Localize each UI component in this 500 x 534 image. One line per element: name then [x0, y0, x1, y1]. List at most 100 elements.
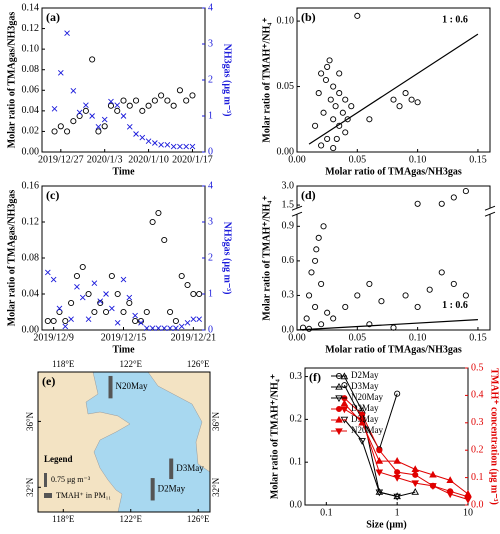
marker — [190, 290, 197, 298]
marker — [189, 92, 196, 99]
legend-label: N20May — [351, 425, 383, 435]
fit-line — [296, 319, 478, 331]
marker — [172, 317, 179, 325]
marker — [394, 469, 401, 476]
x-axis-label: Time — [112, 166, 135, 177]
x-tick-label: 0.00 — [288, 332, 306, 343]
marker — [73, 272, 80, 280]
marker — [429, 483, 437, 490]
marker — [411, 488, 420, 495]
marker — [176, 87, 183, 94]
x-tick-label: 1 — [395, 507, 400, 518]
marker — [62, 323, 69, 330]
marker — [91, 280, 98, 287]
marker — [107, 102, 115, 109]
marker — [366, 321, 373, 328]
marker — [64, 128, 71, 135]
marker — [339, 109, 346, 116]
x-tick-label: 0.1 — [320, 507, 333, 518]
station-bar — [169, 458, 174, 480]
y-axis-label: Molar ratio of TMAH⁺/NH₄⁺ — [261, 17, 272, 142]
marker — [85, 316, 92, 323]
marker — [132, 97, 140, 104]
marker — [464, 496, 472, 504]
marker — [101, 123, 108, 130]
marker — [137, 317, 145, 325]
marker — [57, 69, 64, 76]
marker — [412, 471, 419, 478]
x-axis-label: Size (μm) — [366, 519, 406, 530]
marker — [74, 283, 80, 290]
marker — [342, 303, 349, 311]
annotation: 1 : 0.6 — [442, 300, 468, 311]
y-tick-label: 0.0 — [282, 324, 295, 335]
marker — [312, 122, 319, 129]
station-bar — [150, 478, 155, 501]
marker — [358, 417, 366, 425]
marker — [411, 480, 420, 488]
y-tick-label: 0.2 — [290, 414, 303, 425]
x-tick-label: 2020/1/17 — [172, 154, 213, 165]
marker — [108, 272, 115, 280]
lat-label: 36°N — [211, 411, 221, 431]
y-tick-label: 0.10 — [22, 43, 40, 54]
marker — [429, 470, 437, 478]
marker — [152, 140, 158, 146]
y-axis-label: Molar ratio of TMAgas/NH3gas — [6, 12, 17, 149]
marker — [320, 223, 327, 230]
marker — [62, 317, 69, 325]
marker — [438, 200, 445, 207]
y-tick-label: 1.5 — [282, 199, 295, 210]
marker — [91, 308, 98, 316]
lat-label: 32°N — [25, 477, 35, 497]
legend-title: Legend — [44, 454, 73, 464]
x-axis-label: Time — [112, 344, 135, 355]
marker — [114, 107, 121, 114]
marker — [411, 465, 420, 473]
land — [37, 371, 131, 513]
marker — [336, 90, 343, 97]
plot-frame — [304, 367, 469, 506]
marker — [450, 280, 457, 287]
marker — [393, 474, 401, 482]
y-tick-label: 0.1 — [290, 456, 303, 467]
legend-label: N20May — [351, 392, 383, 402]
y-axis-label: Molar ratio of TMAgas/NH3gas — [6, 190, 17, 327]
y-tick-label: 0.6 — [282, 255, 295, 266]
marker — [126, 299, 133, 307]
marker — [438, 269, 445, 276]
panel-label: (d) — [301, 188, 316, 202]
marker — [103, 291, 109, 297]
marker — [196, 290, 203, 298]
marker — [143, 308, 150, 316]
marker — [89, 56, 96, 63]
y2-tick-label: 4 — [208, 2, 213, 13]
x-tick-label: 0.15 — [469, 332, 487, 343]
legend-label: D3May — [351, 381, 379, 391]
marker — [145, 138, 152, 145]
marker — [89, 113, 95, 119]
lon-label: 126°E — [187, 359, 210, 369]
marker — [57, 123, 64, 130]
marker — [151, 97, 158, 104]
marker — [70, 87, 77, 94]
marker — [375, 457, 384, 464]
marker — [120, 276, 127, 283]
marker — [335, 395, 343, 403]
marker — [114, 102, 121, 109]
marker — [402, 90, 409, 97]
marker — [336, 70, 343, 77]
y2-tick-label: 2 — [208, 252, 213, 263]
marker — [342, 129, 349, 136]
marker — [149, 218, 156, 226]
marker — [97, 298, 104, 305]
marker — [178, 272, 185, 280]
y2-axis-label: TMAH⁺ concentration (μg m⁻³) — [489, 368, 500, 505]
marker — [145, 102, 152, 109]
plot-frame — [41, 185, 206, 331]
marker — [158, 92, 165, 99]
marker — [68, 299, 75, 307]
marker — [446, 491, 454, 499]
marker — [335, 372, 343, 380]
panel-label: (e) — [42, 374, 55, 388]
